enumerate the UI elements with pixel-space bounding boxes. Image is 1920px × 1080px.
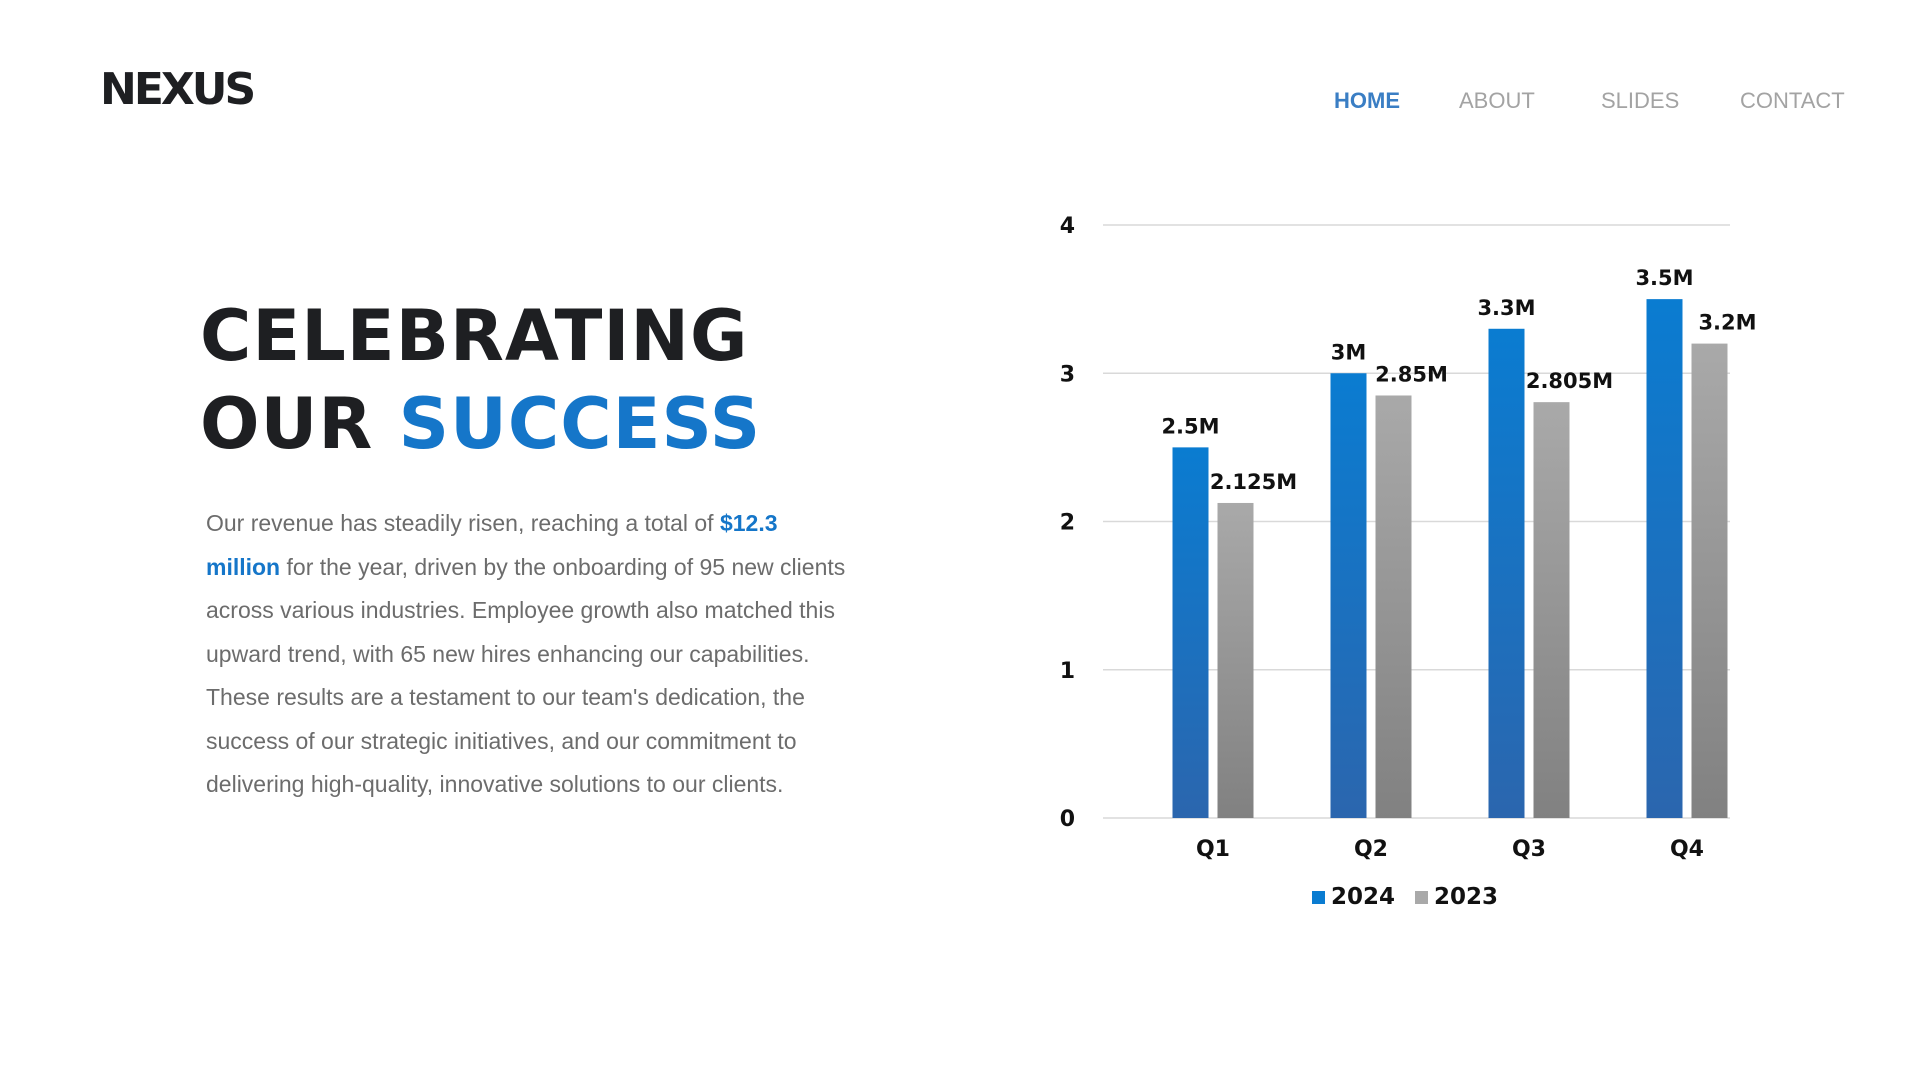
headline-line-2: OUR xyxy=(200,383,399,465)
summary-paragraph: Our revenue has steadily risen, reaching… xyxy=(206,502,846,807)
y-tick-label: 1 xyxy=(1060,659,1075,684)
data-label-q4-2024: 3.5M xyxy=(1635,266,1693,290)
data-label-q1-2024: 2.5M xyxy=(1161,414,1219,438)
summary-text-end: for the year, driven by the onboarding o… xyxy=(206,553,846,798)
y-tick-label: 4 xyxy=(1060,214,1075,239)
quarterly-revenue-chart: 0 1 2 3 4 Q1 Q2 Q3 Q4 2.5M 2.125M 3M 2.85M 3.3M 2.805M… xyxy=(1060,214,1757,910)
data-label-q3-2024: 3.3M xyxy=(1477,296,1535,320)
legend-swatch-2023 xyxy=(1415,891,1428,904)
top-navigation: HOME ABOUT SLIDES CONTACT xyxy=(0,88,1920,118)
x-tick-label: Q3 xyxy=(1512,837,1546,862)
data-label-q2-2024: 3M xyxy=(1331,340,1367,364)
page-headline: CELEBRATING OUR SUCCESS xyxy=(200,292,761,468)
x-tick-label: Q4 xyxy=(1670,837,1704,862)
legend-label-2024: 2024 xyxy=(1331,884,1395,910)
bar-q2-2024 xyxy=(1330,373,1367,818)
nav-contact-link[interactable]: CONTACT xyxy=(1740,88,1845,113)
x-tick-label: Q2 xyxy=(1354,837,1388,862)
data-label-q1-2023: 2.125M xyxy=(1210,470,1297,494)
data-label-q3-2023: 2.805M xyxy=(1526,369,1613,393)
legend-label-2023: 2023 xyxy=(1434,884,1498,910)
bar-q2-2023 xyxy=(1375,395,1412,818)
bar-q1-2024 xyxy=(1172,447,1209,818)
nav-home-link[interactable]: HOME xyxy=(1334,88,1400,113)
bar-q3-2024 xyxy=(1488,328,1525,818)
nexus-logo[interactable]: NEXUS xyxy=(100,64,256,115)
y-tick-label: 3 xyxy=(1060,362,1075,387)
bar-q4-2024 xyxy=(1646,299,1683,818)
data-label-q4-2023: 3.2M xyxy=(1698,311,1756,335)
revenue-highlight: $12.3 million xyxy=(206,510,778,580)
y-tick-label: 0 xyxy=(1060,807,1075,832)
y-tick-label: 2 xyxy=(1060,511,1075,536)
headline-line-1: CELEBRATING xyxy=(200,295,749,377)
legend-swatch-2024 xyxy=(1312,891,1325,904)
nav-slides-link[interactable]: SLIDES xyxy=(1601,88,1680,113)
headline-accent: SUCCESS xyxy=(398,383,762,465)
bar-q3-2023 xyxy=(1533,402,1570,818)
bar-q1-2023 xyxy=(1217,502,1254,818)
bar-q4-2023 xyxy=(1691,343,1728,818)
nav-about-link[interactable]: ABOUT xyxy=(1459,88,1535,113)
data-label-q2-2023: 2.85M xyxy=(1375,362,1448,386)
summary-text-start: Our revenue has steadily risen, reaching… xyxy=(206,510,720,536)
x-tick-label: Q1 xyxy=(1196,837,1230,862)
